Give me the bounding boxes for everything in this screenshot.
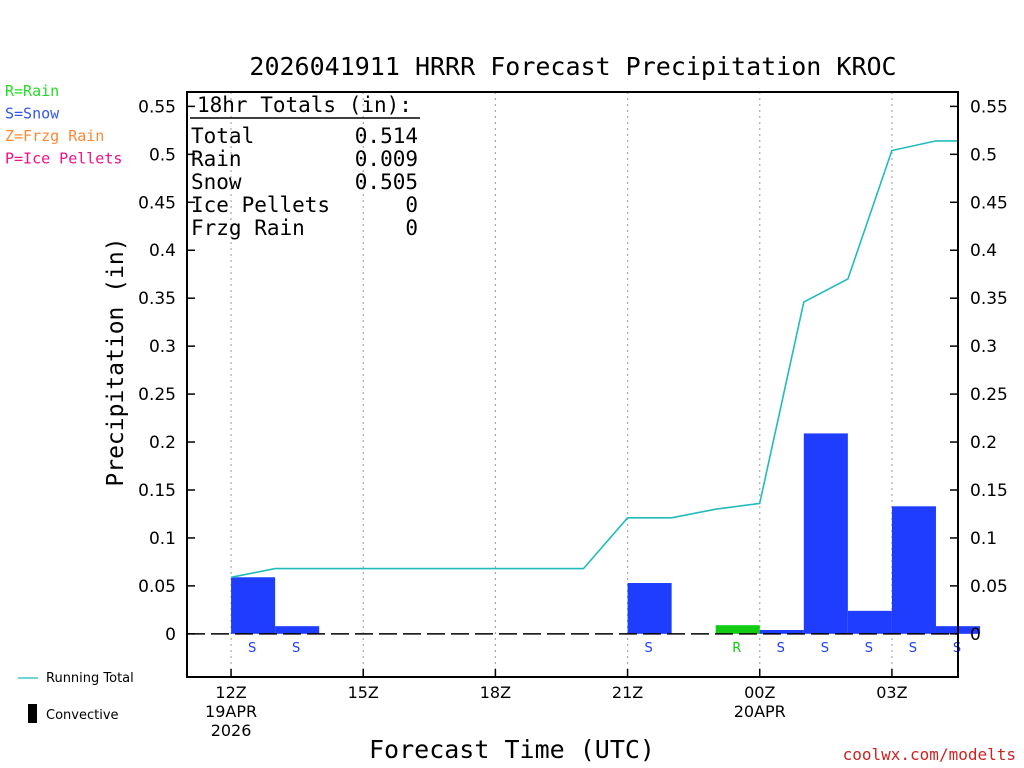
xtick-label-2-0: 18Z (480, 683, 511, 702)
ytick-label-left-6: 0.3 (149, 337, 176, 357)
ytick-label-left-10: 0.5 (149, 145, 176, 165)
ytick-label-left-9: 0.45 (138, 193, 176, 213)
convective-legend: Convective (28, 704, 119, 723)
ytick-label-right-2: 0.1 (970, 529, 997, 549)
plot-frame (186, 91, 959, 678)
ytick-label-left-11: 0.55 (138, 97, 176, 117)
running-total-legend-label: Running Total (46, 671, 134, 686)
bars-layer (231, 433, 981, 634)
totals-box: 18hr Totals (in): Total 0.514 Rain 0.009 Sno… (190, 93, 420, 240)
running-total-line (230, 140, 958, 579)
chart-title: 2026041911 HRRR Forecast Precipitation K… (249, 52, 896, 81)
ytick-label-right-11: 0.55 (970, 97, 1008, 117)
running-total-layer (230, 140, 958, 579)
ytick-label-right-3: 0.15 (970, 481, 1008, 501)
totals-heading: 18hr Totals (in): (197, 93, 412, 117)
ytick-label-right-10: 0.5 (970, 145, 997, 165)
convective-legend-swatch (28, 704, 37, 723)
bar-27 (891, 506, 936, 634)
ytick-label-left-7: 0.35 (138, 289, 176, 309)
ytick-label-left-0: 0 (165, 625, 176, 645)
totals-label-0: Total (191, 124, 254, 148)
ytick-label-right-6: 0.3 (970, 337, 997, 357)
xtick-label-5-0: 03Z (876, 683, 907, 702)
type-label-21: S (644, 641, 652, 656)
y-axis-label: Precipitation (in) (103, 237, 129, 486)
x-axis-label: Forecast Time (UTC) (369, 735, 655, 764)
type-label-23: R (732, 641, 741, 656)
type-label-25: S (821, 641, 829, 656)
legend-entry-1: S=Snow (5, 105, 60, 123)
precip-type-legend: R=Rain S=Snow Z=Frzg Rain P=Ice Pellets (5, 82, 122, 168)
bar-12 (231, 577, 276, 634)
type-label-24: S (777, 641, 785, 656)
totals-value-4: 0 (405, 216, 418, 240)
xtick-label-3-0: 21Z (612, 683, 643, 702)
type-label-13: S (292, 641, 300, 656)
totals-label-3: Ice Pellets (191, 193, 330, 217)
convective-legend-label: Convective (46, 708, 119, 723)
ytick-label-right-4: 0.2 (970, 433, 997, 453)
legend-entry-0: R=Rain (5, 82, 59, 100)
ytick-label-right-1: 0.05 (970, 577, 1008, 597)
bar-13 (275, 626, 320, 634)
ytick-label-left-1: 0.05 (138, 577, 176, 597)
bar-25 (803, 433, 848, 634)
type-label-27: S (909, 641, 917, 656)
xtick-label-0-2: 2026 (211, 721, 252, 740)
totals-value-2: 0.505 (355, 170, 418, 194)
ytick-label-left-2: 0.1 (149, 529, 176, 549)
totals-label-1: Rain (191, 147, 242, 171)
totals-label-2: Snow (191, 170, 242, 194)
y-axis-ticks: 0 00.05 0.050.1 0.10.15 0.150.2 0.20.25 0.250.… (138, 97, 1008, 644)
xtick-label-4-0: 00Z (744, 683, 775, 702)
ytick-label-left-3: 0.15 (138, 481, 176, 501)
xtick-label-0-1: 19APR (205, 702, 257, 721)
type-label-12: S (248, 641, 256, 656)
ytick-label-right-0: 0 (970, 625, 981, 645)
totals-value-3: 0 (405, 193, 418, 217)
ytick-label-left-4: 0.2 (149, 433, 176, 453)
legend-entry-2: Z=Frzg Rain (5, 127, 104, 145)
ytick-label-left-5: 0.25 (138, 385, 176, 405)
ytick-label-right-9: 0.45 (970, 193, 1008, 213)
totals-value-1: 0.009 (355, 147, 418, 171)
ytick-label-right-8: 0.4 (970, 241, 997, 261)
totals-value-0: 0.514 (355, 124, 418, 148)
ytick-label-right-5: 0.25 (970, 385, 1008, 405)
xtick-label-4-1: 20APR (734, 702, 786, 721)
running-total-legend: Running Total (18, 671, 134, 686)
type-label-26: S (865, 641, 873, 656)
totals-rows: Total 0.514 Rain 0.009 Snow 0.505 Ice Pellets 0… (191, 124, 418, 240)
legend-entry-3: P=Ice Pellets (5, 150, 122, 168)
xtick-label-1-0: 15Z (348, 683, 379, 702)
grid-lines (230, 92, 893, 677)
bar-23 (715, 625, 760, 634)
bar-26 (847, 610, 892, 634)
ytick-label-left-8: 0.4 (149, 241, 176, 261)
bar-21 (627, 583, 672, 634)
xtick-label-0-0: 12Z (215, 683, 246, 702)
totals-label-4: Frzg Rain (191, 216, 305, 240)
ytick-label-right-7: 0.35 (970, 289, 1008, 309)
credit-text: coolwx.com/modelts (843, 745, 1016, 764)
bar-24 (759, 630, 804, 634)
